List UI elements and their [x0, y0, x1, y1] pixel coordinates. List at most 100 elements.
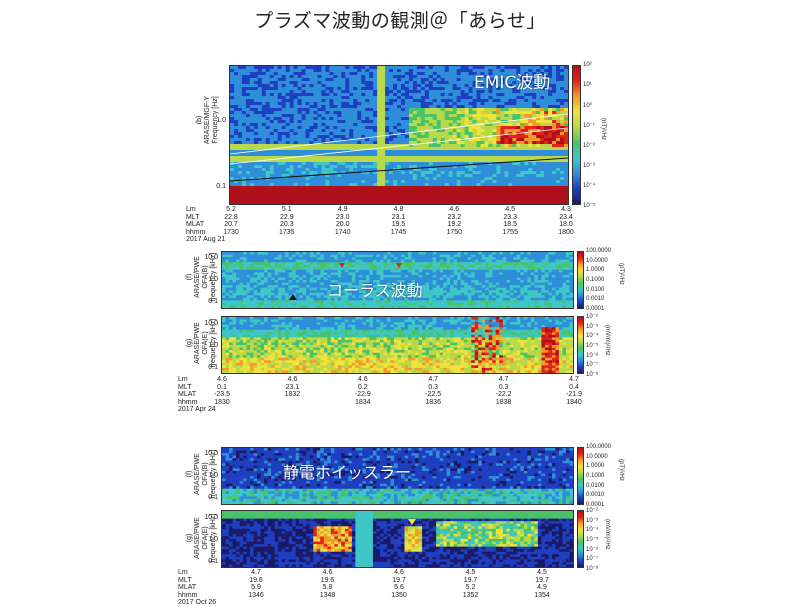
spectrogram-cell: [357, 66, 362, 70]
spectrogram-cell: [512, 180, 517, 184]
spectrogram-cell: [281, 108, 287, 112]
spectrogram-cell: [484, 66, 489, 70]
spectrogram-cell: [297, 138, 302, 142]
spectrogram-cell: [432, 186, 438, 190]
spectrogram-cell: [289, 126, 295, 130]
spectrogram-cell: [389, 144, 394, 148]
spectrogram-cell: [400, 99, 406, 103]
spectrogram-cell: [432, 120, 438, 124]
spectrogram-cell: [400, 66, 406, 70]
spectrogram-cell: [480, 174, 485, 178]
spectrogram-cell: [271, 274, 276, 278]
spectrogram-cell: [269, 156, 275, 160]
spectrogram-cell: [361, 192, 366, 196]
spectrogram-cell: [289, 168, 295, 172]
spectrogram-cell: [341, 141, 346, 145]
spectrogram-cell: [233, 102, 239, 106]
spectrogram-cell: [317, 198, 322, 202]
spectrogram-cell: [236, 252, 240, 255]
spectrogram-cell: [468, 120, 473, 124]
spectrogram-cell: [341, 108, 346, 112]
spectrogram-cell: [229, 292, 233, 296]
spectrogram-cell: [237, 150, 243, 154]
spectrogram-cell: [397, 135, 402, 139]
spectrogram-cell: [556, 141, 561, 145]
spectrogram-cell: [389, 120, 394, 124]
spectrogram-cell: [552, 195, 557, 199]
spectrogram-cell: [440, 135, 446, 139]
spectrogram-cell: [289, 198, 295, 202]
spectrogram-cell: [281, 72, 287, 76]
spectrogram-cell: [241, 105, 247, 109]
spectrogram-cell: [496, 147, 501, 151]
spectrogram-cell: [261, 162, 267, 166]
spectrogram-cell: [337, 96, 342, 100]
spectrogram-cell: [269, 99, 275, 103]
spectrogram-cell: [528, 195, 533, 199]
spectrogram-cell: [536, 186, 541, 190]
spectrogram-cell: [504, 171, 509, 175]
spectrogram-cell: [397, 150, 402, 154]
spectrogram-cell: [512, 120, 517, 124]
spectrogram-cell: [341, 123, 346, 127]
spectrogram-cell: [436, 159, 442, 163]
spectrogram-cell: [472, 129, 477, 133]
spectrogram-cell: [432, 138, 438, 142]
spectrogram-cell: [334, 295, 339, 299]
spectrogram-cell: [432, 81, 438, 85]
spectrogram-cell: [520, 117, 525, 121]
spectrogram-cell: [436, 183, 442, 187]
spectrogram-cell: [288, 280, 293, 283]
spectrogram-cell: [344, 252, 349, 255]
spectrogram-cell: [544, 123, 549, 127]
spectrogram-cell: [230, 117, 235, 121]
spectrogram-cell: [341, 285, 346, 289]
spectrogram-cell: [273, 126, 279, 130]
spectrogram-cell: [285, 114, 291, 118]
spectrogram-cell: [365, 123, 370, 127]
spectrogram-cell: [249, 135, 255, 139]
spectrogram-cell: [355, 252, 360, 255]
spectrogram-cell: [424, 96, 430, 100]
spectrogram-cell: [333, 99, 338, 103]
spectrogram-cell: [309, 81, 314, 85]
spectrogram-cell: [520, 195, 525, 199]
spectrogram-cell: [353, 81, 358, 85]
spectrogram-cell: [257, 259, 262, 263]
spectrogram-cell: [408, 114, 414, 118]
spectrogram-cell: [408, 201, 414, 204]
spectrogram-cell: [321, 150, 326, 154]
spectrogram-cell: [295, 292, 300, 296]
spectrogram-cell: [444, 99, 450, 103]
spectrogram-cell: [500, 96, 505, 100]
spectrogram-cell: [261, 201, 267, 204]
spectrogram-cell: [408, 102, 414, 106]
spectrogram-cell: [323, 267, 328, 271]
spectrogram-cell: [377, 180, 382, 184]
spectrogram-cell: [281, 156, 287, 160]
spectrogram-cell: [369, 264, 374, 268]
spectrogram-cell: [344, 274, 349, 278]
spectrogram-cell: [337, 257, 342, 261]
spectrogram-cell: [420, 81, 426, 85]
spectrogram-cell: [500, 165, 505, 169]
spectrogram-cell: [556, 171, 561, 175]
spectrogram-cell: [444, 192, 450, 196]
spectrogram-cell: [500, 162, 505, 166]
spectrogram-cell: [512, 195, 517, 199]
spectrogram-cell: [460, 174, 466, 178]
spectrogram-cell: [267, 295, 272, 299]
spectrogram-cell: [253, 171, 259, 175]
spectrogram-cell: [257, 117, 263, 121]
spectrogram-cell: [351, 300, 356, 304]
spectrogram-cell: [361, 105, 366, 109]
ephemeris-column: 4.9 23.0 20.0 1740: [334, 206, 351, 236]
spectrogram-cell: [379, 272, 384, 276]
spectrogram-cell: [408, 153, 414, 157]
spectrogram-cell: [365, 168, 370, 172]
spectrogram-cell: [245, 87, 251, 91]
spectrogram-cell: [516, 147, 521, 151]
spectrogram-cell: [404, 84, 410, 88]
spectrogram-cell: [293, 69, 298, 73]
spectrogram-cell: [281, 189, 287, 193]
